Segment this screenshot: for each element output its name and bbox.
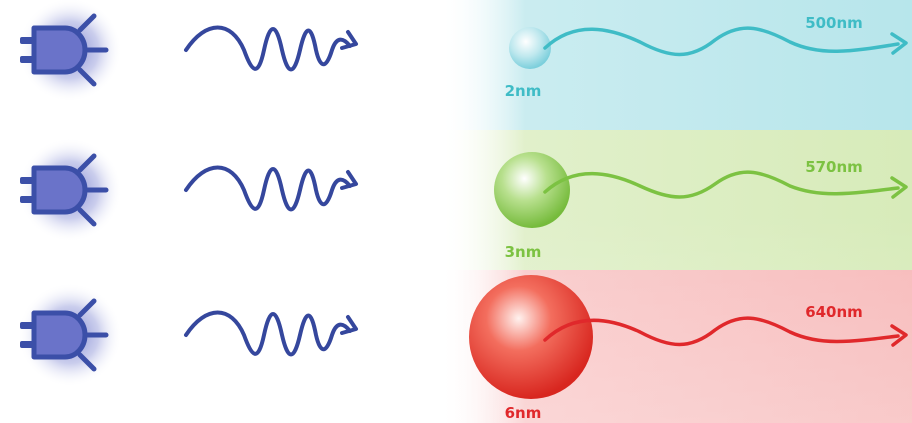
emission-wave-icon	[543, 316, 900, 347]
quantum-dot-icon	[494, 152, 570, 228]
excitation-wave-icon	[184, 310, 358, 357]
emission-wave-icon	[543, 170, 900, 199]
quantum-dot-icon	[509, 27, 551, 69]
excitation-wave-icon	[184, 165, 358, 212]
emission-arrowhead-icon	[890, 176, 908, 199]
row-1: 2nm 500nm	[18, 0, 908, 102]
uv-lamp-icon	[18, 0, 122, 102]
size-label-3: 6nm	[505, 404, 542, 422]
quantum-dot-icon	[469, 275, 593, 399]
row-2: 3nm 570nm	[18, 138, 908, 261]
emission-arrowhead-icon	[890, 324, 908, 347]
emission-arrowhead-icon	[890, 32, 908, 55]
uv-lamp-icon	[18, 283, 122, 387]
emission-label-3: 640nm	[805, 303, 863, 321]
uv-lamp-icon	[18, 138, 122, 242]
emission-wave-icon	[543, 26, 900, 57]
excitation-wave-icon	[184, 25, 358, 72]
row-3: 6nm 640nm	[18, 275, 908, 422]
emission-label-2: 570nm	[805, 158, 863, 176]
size-label-1: 2nm	[505, 82, 542, 100]
emission-label-1: 500nm	[805, 14, 863, 32]
size-label-2: 3nm	[505, 243, 542, 261]
